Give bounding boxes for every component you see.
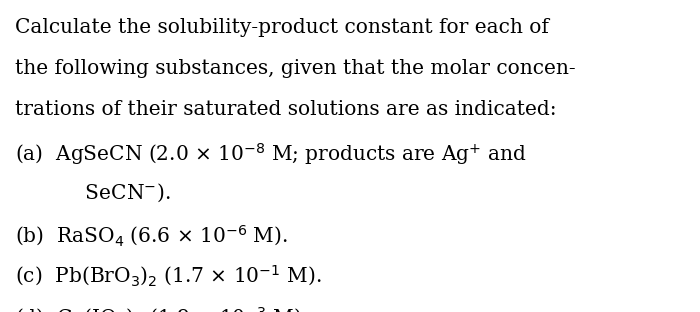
Text: (a)  AgSeCN (2.0 $\times$ 10$^{-8}$ M; products are Ag$^{+}$ and: (a) AgSeCN (2.0 $\times$ 10$^{-8}$ M; pr… [15, 141, 527, 167]
Text: (c)  Pb(BrO$_3$)$_2$ (1.7 $\times$ 10$^{-1}$ M).: (c) Pb(BrO$_3$)$_2$ (1.7 $\times$ 10$^{-… [15, 264, 321, 289]
Text: trations of their saturated solutions are as indicated:: trations of their saturated solutions ar… [15, 100, 557, 119]
Text: Calculate the solubility-product constant for each of: Calculate the solubility-product constan… [15, 18, 549, 37]
Text: (d)  Ce(IO$_3$)$_3$ (1.9 $\times$ 10$^{-3}$ M).: (d) Ce(IO$_3$)$_3$ (1.9 $\times$ 10$^{-3… [15, 305, 307, 312]
Text: the following substances, given that the molar concen-: the following substances, given that the… [15, 59, 575, 78]
Text: SeCN$^{-}$).: SeCN$^{-}$). [53, 182, 171, 204]
Text: (b)  RaSO$_4$ (6.6 $\times$ 10$^{-6}$ M).: (b) RaSO$_4$ (6.6 $\times$ 10$^{-6}$ M). [15, 223, 288, 247]
